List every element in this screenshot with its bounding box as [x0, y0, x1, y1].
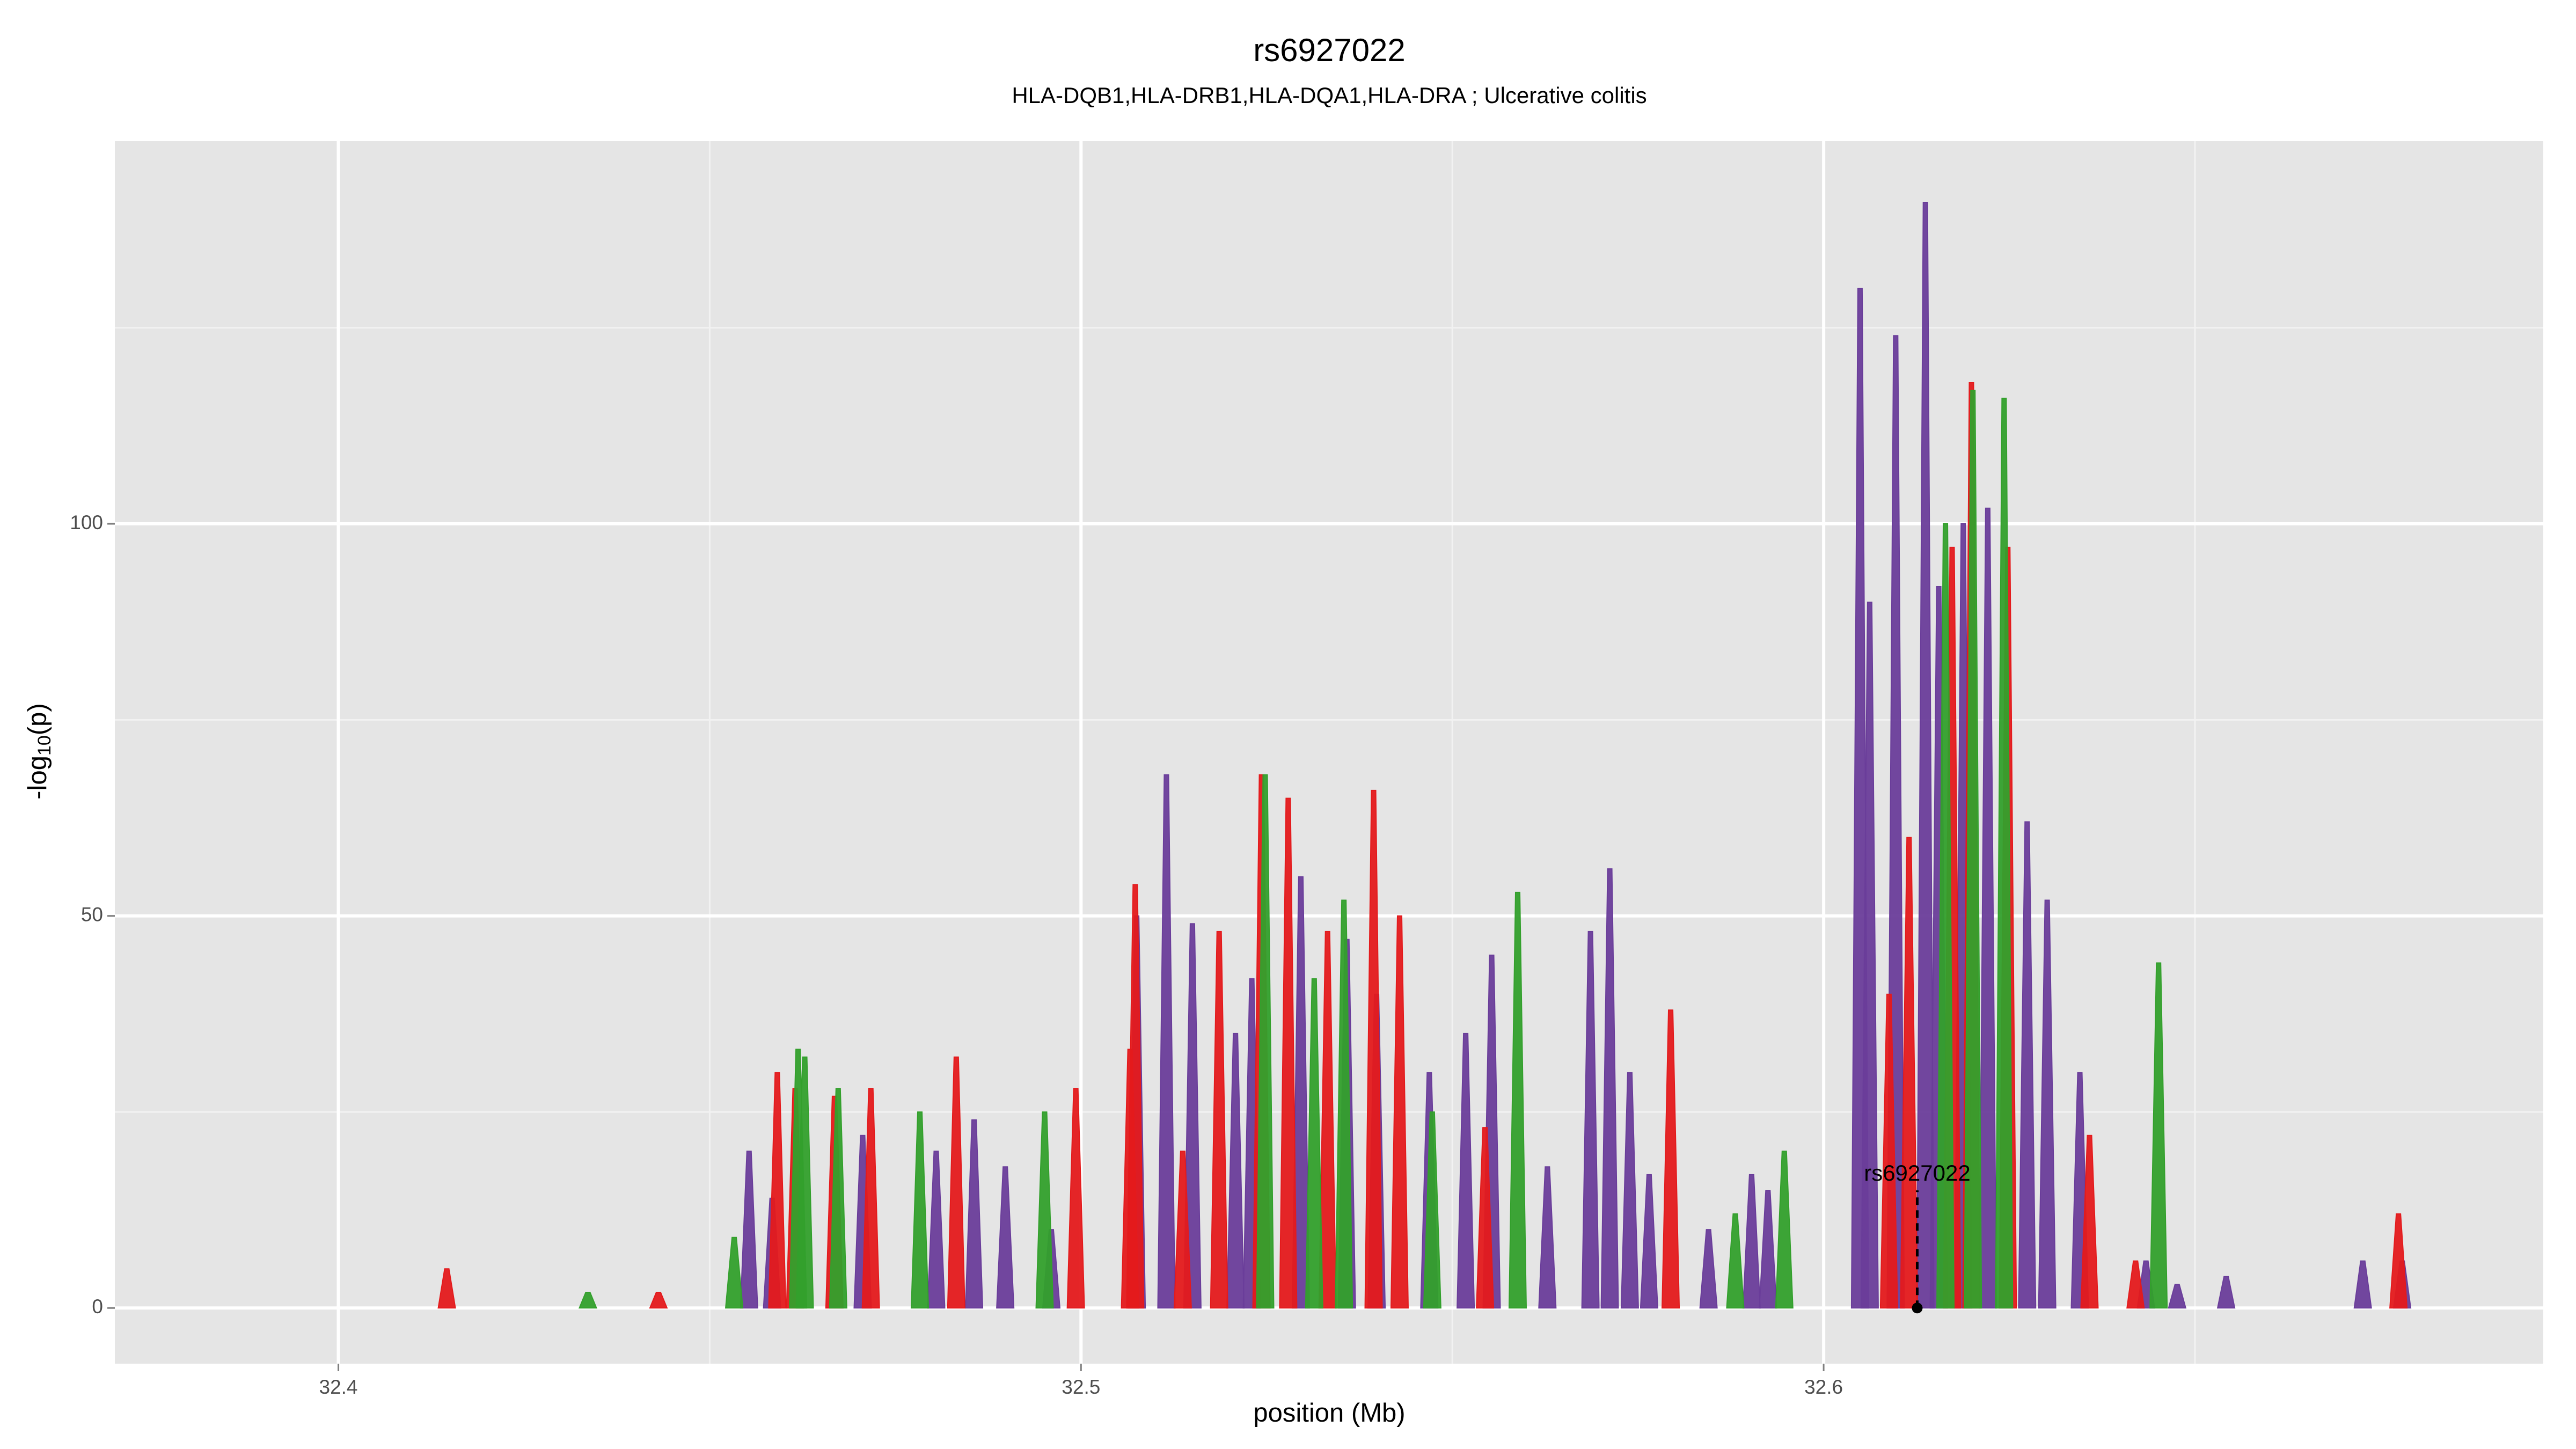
area-spike — [740, 1151, 758, 1309]
area-spike — [1423, 1111, 1441, 1309]
area-spike — [1620, 1072, 1639, 1309]
area-spike — [910, 1111, 930, 1309]
grid — [115, 141, 2543, 1364]
area-spike — [1508, 891, 1527, 1309]
chart-title: rs6927022 — [1253, 32, 1406, 68]
area-spike — [965, 1119, 984, 1309]
area-spike — [1538, 1166, 1557, 1309]
area-spike — [861, 1088, 880, 1309]
area-spike — [829, 1088, 847, 1309]
x-tick-label: 32.4 — [319, 1376, 358, 1398]
area-spike — [437, 1268, 456, 1309]
annotation-point — [1912, 1302, 1923, 1314]
area-spike — [2149, 962, 2168, 1309]
axes: 32.4 32.5 32.6 0 50 100 — [70, 511, 1843, 1398]
y-tick-label: 0 — [92, 1296, 103, 1318]
area-spike — [2168, 1284, 2187, 1309]
area-spike — [1364, 789, 1383, 1309]
chart-subtitle: HLA-DQB1,HLA-DRB1,HLA-DQA1,HLA-DRA ; Ulc… — [1012, 83, 1646, 108]
area-spike — [795, 1056, 814, 1309]
area-spike — [1662, 1009, 1680, 1309]
y-axis-title-part: -log — [23, 756, 52, 800]
area-spike — [2018, 821, 2037, 1309]
area-spike — [1183, 923, 1202, 1309]
area-spike — [1860, 602, 1879, 1309]
y-tick-label: 100 — [70, 511, 103, 533]
area-spike — [1335, 899, 1353, 1309]
area-spike — [1759, 1190, 1777, 1309]
area-spike — [1157, 774, 1176, 1309]
y-axis-title-subscript: 10 — [34, 735, 55, 756]
area-spike — [1640, 1174, 1658, 1309]
area-spike — [996, 1166, 1015, 1309]
area-spike — [1581, 931, 1600, 1309]
area-spike — [1035, 1111, 1054, 1309]
area-spike — [2353, 1260, 2372, 1309]
x-axis-title: position (Mb) — [1253, 1399, 1405, 1428]
area-spike — [1916, 201, 1935, 1309]
annotation-label: rs6927022 — [1864, 1160, 1971, 1185]
area-spike — [1173, 1151, 1192, 1309]
area-spike — [1726, 1213, 1745, 1309]
y-axis-title: -log10(p) — [23, 703, 55, 799]
area-spike — [2389, 1213, 2408, 1309]
area-spike — [1305, 978, 1323, 1309]
area-spike — [1126, 884, 1145, 1309]
area-spike — [1279, 797, 1298, 1309]
area-spike — [2216, 1276, 2236, 1309]
y-tick-label: 50 — [81, 903, 103, 925]
area-spike — [2080, 1135, 2099, 1309]
area-spike — [1879, 993, 1898, 1309]
marks: rs6927022 — [437, 201, 2412, 1314]
area-spike — [947, 1056, 965, 1309]
x-tick-label: 32.6 — [1804, 1376, 1843, 1398]
area-spike — [1390, 915, 1409, 1309]
area-spike — [1742, 1174, 1761, 1309]
area-spike — [578, 1292, 597, 1309]
area-spike — [927, 1151, 946, 1309]
area-spike — [1256, 774, 1275, 1309]
area-spike — [1995, 398, 2014, 1309]
area-spike — [1600, 868, 1619, 1309]
area-spike — [1457, 1033, 1475, 1309]
area-spike — [2126, 1260, 2145, 1309]
area-spike — [1066, 1088, 1085, 1309]
x-tick-label: 32.5 — [1062, 1376, 1100, 1398]
area-spike — [1476, 1127, 1495, 1309]
area-spike — [1964, 390, 1982, 1309]
area-spike — [1936, 523, 1955, 1309]
y-axis-title-part: (p) — [23, 703, 52, 735]
area-spike — [1318, 931, 1337, 1309]
area-spike — [1210, 931, 1228, 1309]
area-spike — [649, 1292, 668, 1309]
area-spike — [724, 1236, 744, 1309]
area-spike — [1978, 507, 1997, 1309]
area-spike — [768, 1072, 787, 1309]
area-spike — [1291, 876, 1310, 1309]
area-spike — [1775, 1151, 1794, 1309]
area-spike — [1699, 1229, 1718, 1309]
area-spike — [2038, 899, 2057, 1309]
area-spike — [1226, 1033, 1245, 1309]
